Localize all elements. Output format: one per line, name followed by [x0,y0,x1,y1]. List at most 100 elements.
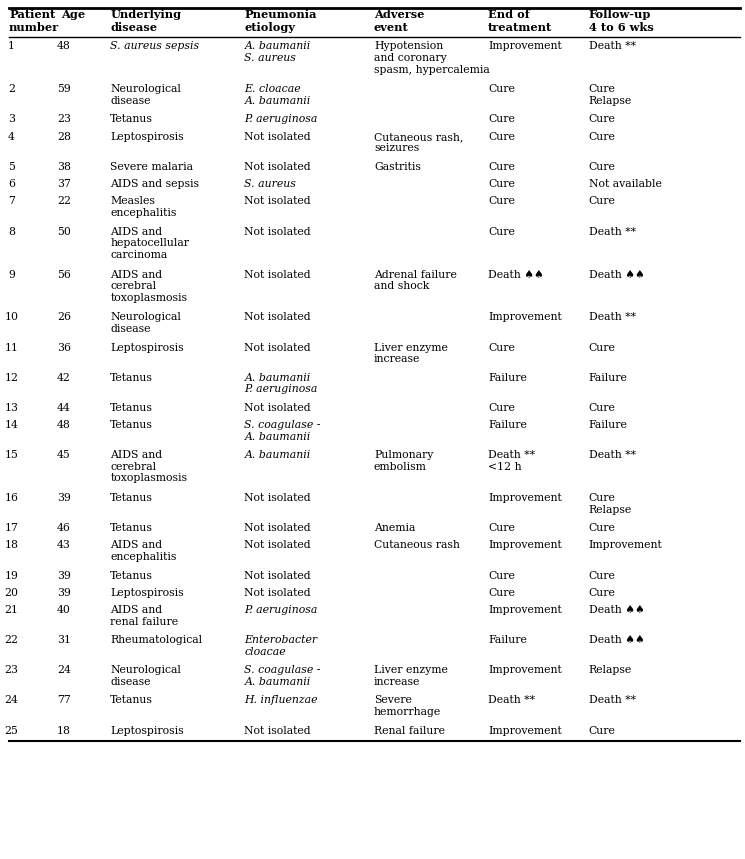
Text: Death ♠♠: Death ♠♠ [589,635,644,645]
Text: A. baumanii
P. aeruginosa: A. baumanii P. aeruginosa [244,373,317,394]
Text: AIDS and
cerebral
toxoplasmosis: AIDS and cerebral toxoplasmosis [110,450,187,484]
Text: 28: 28 [57,131,71,142]
Text: Anemia: Anemia [374,523,416,533]
Text: Adrenal failure
and shock: Adrenal failure and shock [374,270,457,291]
Text: AIDS and
renal failure: AIDS and renal failure [110,605,178,627]
Text: 46: 46 [57,523,71,533]
Text: Renal failure: Renal failure [374,726,445,735]
Text: Death **
<12 h: Death ** <12 h [488,450,535,472]
Text: Improvement: Improvement [589,540,662,551]
Text: Not isolated: Not isolated [244,588,311,598]
Text: 24: 24 [4,696,19,705]
Text: Not isolated: Not isolated [244,227,311,236]
Text: 5: 5 [8,161,15,172]
Text: Leptospirosis: Leptospirosis [110,726,184,735]
Text: Rheumatological: Rheumatological [110,635,203,645]
Text: 48: 48 [57,41,71,52]
Text: Failure: Failure [488,635,527,645]
Text: 38: 38 [57,161,71,172]
Text: 40: 40 [57,605,71,615]
Text: Not isolated: Not isolated [244,403,311,412]
Text: Cure
Relapse: Cure Relapse [589,84,632,106]
Text: Cure: Cure [488,588,515,598]
Text: P. aeruginosa: P. aeruginosa [244,605,317,615]
Text: 4: 4 [8,131,15,142]
Text: Cure
Relapse: Cure Relapse [589,493,632,515]
Text: Cure: Cure [589,114,615,125]
Text: AIDS and
cerebral
toxoplasmosis: AIDS and cerebral toxoplasmosis [110,270,187,302]
Text: 16: 16 [4,493,19,503]
Text: Liver enzyme
increase: Liver enzyme increase [374,343,448,364]
Text: 24: 24 [57,666,71,675]
Text: Severe
hemorrhage: Severe hemorrhage [374,696,441,717]
Text: Follow-up
4 to 6 wks: Follow-up 4 to 6 wks [589,9,653,33]
Text: AIDS and
encephalitis: AIDS and encephalitis [110,540,177,562]
Text: Improvement: Improvement [488,313,562,322]
Text: Tetanus: Tetanus [110,420,153,430]
Text: Hypotension
and coronary
spasm, hypercalemia: Hypotension and coronary spasm, hypercal… [374,41,489,75]
Text: 3: 3 [8,114,15,125]
Text: Leptospirosis: Leptospirosis [110,588,184,598]
Text: AIDS and
hepatocellular
carcinoma: AIDS and hepatocellular carcinoma [110,227,189,259]
Text: 13: 13 [4,403,19,412]
Text: Failure: Failure [488,420,527,430]
Text: Cure: Cure [589,403,615,412]
Text: 42: 42 [57,373,71,382]
Text: Pulmonary
embolism: Pulmonary embolism [374,450,434,472]
Text: 43: 43 [57,540,71,551]
Text: Leptospirosis: Leptospirosis [110,343,184,352]
Text: Death ♠♠: Death ♠♠ [488,270,544,279]
Text: S. aureus sepsis: S. aureus sepsis [110,41,200,52]
Text: Tetanus: Tetanus [110,523,153,533]
Text: P. aeruginosa: P. aeruginosa [244,114,317,125]
Text: 18: 18 [4,540,19,551]
Text: Not isolated: Not isolated [244,540,311,551]
Text: 9: 9 [8,270,15,279]
Text: Underlying
disease: Underlying disease [110,9,181,33]
Text: Cure: Cure [488,343,515,352]
Text: 20: 20 [4,588,19,598]
Text: E. cloacae
A. baumanii: E. cloacae A. baumanii [244,84,311,106]
Text: 15: 15 [4,450,19,460]
Text: Tetanus: Tetanus [110,493,153,503]
Text: Cure: Cure [488,161,515,172]
Text: Neurological
disease: Neurological disease [110,84,181,106]
Text: Cure: Cure [589,343,615,352]
Text: Not isolated: Not isolated [244,313,311,322]
Text: 48: 48 [57,420,71,430]
Text: Not isolated: Not isolated [244,197,311,206]
Text: Death **: Death ** [589,227,635,236]
Text: Tetanus: Tetanus [110,403,153,412]
Text: 14: 14 [4,420,19,430]
Text: 56: 56 [57,270,71,279]
Text: Not isolated: Not isolated [244,726,311,735]
Text: 22: 22 [4,635,19,645]
Text: 26: 26 [57,313,71,322]
Text: Cutaneous rash: Cutaneous rash [374,540,460,551]
Text: Enterobacter
cloacae: Enterobacter cloacae [244,635,317,657]
Text: Not isolated: Not isolated [244,493,311,503]
Text: 45: 45 [57,450,71,460]
Text: Not isolated: Not isolated [244,131,311,142]
Text: Cutaneous rash,
seizures: Cutaneous rash, seizures [374,131,463,154]
Text: Pneumonia
etiology: Pneumonia etiology [244,9,317,33]
Text: 77: 77 [57,696,71,705]
Text: Cure: Cure [488,523,515,533]
Text: Patient
number: Patient number [9,9,59,33]
Text: Not isolated: Not isolated [244,570,311,581]
Text: Not isolated: Not isolated [244,343,311,352]
Text: 22: 22 [57,197,71,206]
Text: S. aureus: S. aureus [244,180,297,189]
Text: Improvement: Improvement [488,540,562,551]
Text: Improvement: Improvement [488,41,562,52]
Text: Cure: Cure [589,523,615,533]
Text: 39: 39 [57,493,71,503]
Text: Cure: Cure [488,570,515,581]
Text: Improvement: Improvement [488,493,562,503]
Text: Death ♠♠: Death ♠♠ [589,605,644,615]
Text: 6: 6 [8,180,15,189]
Text: 36: 36 [57,343,71,352]
Text: S. coagulase -
A. baumanii: S. coagulase - A. baumanii [244,666,321,687]
Text: 2: 2 [8,84,15,94]
Text: H. influenzae: H. influenzae [244,696,318,705]
